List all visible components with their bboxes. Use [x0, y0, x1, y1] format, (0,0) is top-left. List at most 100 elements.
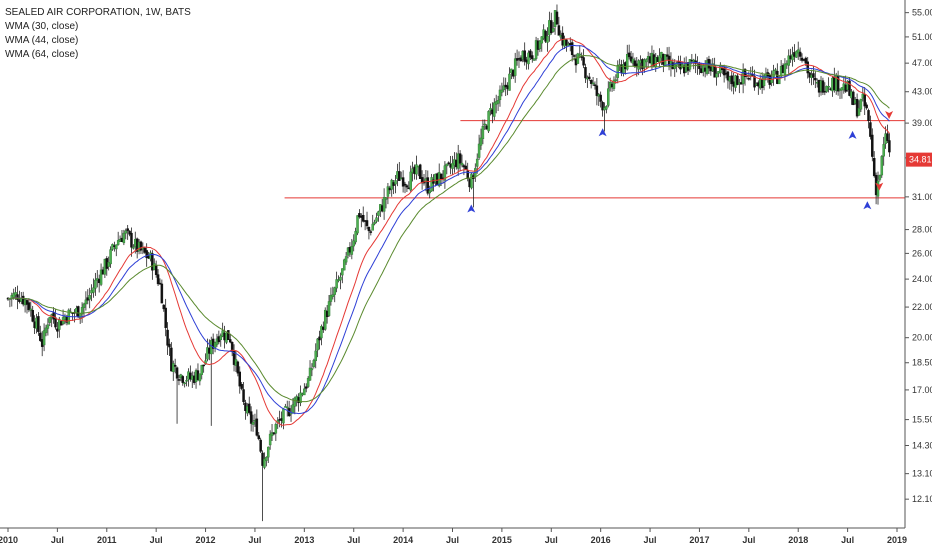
candle-body	[599, 94, 602, 102]
candle-body	[726, 71, 730, 81]
candle-body	[398, 171, 401, 181]
candle-body	[320, 326, 323, 339]
candle-body	[616, 65, 620, 78]
y-tick-label: 31.00	[912, 192, 932, 202]
candle-body	[855, 98, 859, 117]
candle-body	[443, 165, 447, 181]
y-tick-label: 55.00	[912, 8, 932, 18]
candle-body	[331, 294, 335, 297]
candle-body	[871, 134, 874, 157]
candle-body	[31, 309, 34, 322]
candle-body	[154, 264, 158, 275]
candle-body	[783, 63, 787, 75]
candle-body	[498, 89, 502, 101]
candle-body	[249, 411, 253, 424]
candle-body	[361, 214, 365, 222]
candle-body	[869, 122, 872, 137]
x-tick-label: Jul	[150, 535, 163, 545]
candle-body	[282, 408, 285, 424]
candle-body	[173, 364, 177, 367]
candle-body	[593, 84, 597, 86]
candle-body	[99, 269, 103, 285]
y-tick-label: 22.00	[912, 302, 932, 312]
candle-body	[886, 133, 889, 141]
candle-body	[867, 110, 870, 121]
y-tick-label: 39.00	[912, 118, 932, 128]
x-tick-label: 2017	[689, 535, 709, 545]
candle-body	[772, 70, 775, 78]
last-price-tag	[906, 152, 932, 167]
legend-wma-30: WMA (30, close)	[5, 21, 79, 32]
candle-body	[257, 435, 260, 440]
candle-body	[447, 162, 450, 164]
candle-body	[445, 163, 449, 167]
candles	[6, 4, 891, 522]
y-tick-label: 17.00	[912, 385, 932, 395]
x-tick-label: 2018	[788, 535, 808, 545]
candle-body	[375, 217, 378, 222]
annotation-arrows	[467, 110, 894, 213]
wma-lines	[8, 38, 890, 426]
y-tick-label: 26.00	[912, 248, 932, 258]
wma-64-line	[8, 54, 890, 403]
candle-body	[409, 171, 412, 191]
candle-body	[145, 250, 148, 259]
horizontal-levels	[284, 120, 905, 199]
candle-body	[56, 328, 59, 332]
y-tick-label: 28.00	[912, 225, 932, 235]
y-tick-label: 12.10	[912, 494, 932, 504]
candle-body	[183, 382, 186, 385]
wma-44-line	[8, 44, 890, 415]
candle-body	[550, 20, 553, 34]
up-arrow-icon	[467, 204, 476, 213]
candle-body	[483, 123, 487, 126]
candle-body	[475, 158, 479, 167]
candle-body	[415, 164, 418, 175]
candle-body	[477, 143, 481, 158]
candle-body	[54, 317, 57, 328]
candle-body	[762, 75, 766, 87]
x-tick-label: 2015	[492, 535, 512, 545]
x-tick-label: 2010	[0, 535, 18, 545]
candle-body	[94, 279, 97, 289]
candle-body	[747, 78, 751, 80]
candle-body	[162, 304, 166, 310]
down-arrow-icon	[875, 182, 884, 191]
candle-body	[814, 77, 817, 81]
candle-body	[529, 50, 532, 58]
candle-body	[857, 107, 861, 116]
candle-body	[124, 230, 128, 234]
candle-body	[540, 36, 544, 44]
candle-body	[572, 55, 576, 57]
candle-body	[84, 299, 88, 305]
y-tick-label: 47.00	[912, 58, 932, 68]
x-tick-label: Jul	[644, 535, 657, 545]
candle-body	[496, 100, 500, 104]
candle-body	[774, 69, 777, 71]
candle-body	[428, 190, 431, 194]
candle-body	[791, 54, 794, 61]
candle-body	[107, 262, 110, 267]
x-tick-label: 2014	[393, 535, 413, 545]
candle-body	[502, 85, 506, 91]
candle-body	[863, 94, 866, 107]
candle-body	[198, 373, 202, 382]
candle-body	[489, 107, 492, 111]
candle-body	[481, 125, 485, 139]
candle-body	[229, 339, 232, 343]
candle-body	[308, 367, 312, 381]
candle-body	[335, 279, 338, 289]
candle-body	[470, 173, 473, 189]
chart-title: SEALED AIR CORPORATION, 1W, BATS	[5, 7, 191, 18]
candle-body	[555, 11, 559, 25]
candle-body	[588, 76, 591, 80]
candle-body	[166, 329, 169, 346]
candle-body	[795, 51, 798, 58]
candle-body	[627, 52, 631, 58]
candle-body	[329, 294, 333, 302]
candle-body	[202, 364, 205, 367]
candle-body	[578, 53, 582, 56]
candle-body	[251, 422, 255, 425]
candle-body	[479, 137, 483, 146]
